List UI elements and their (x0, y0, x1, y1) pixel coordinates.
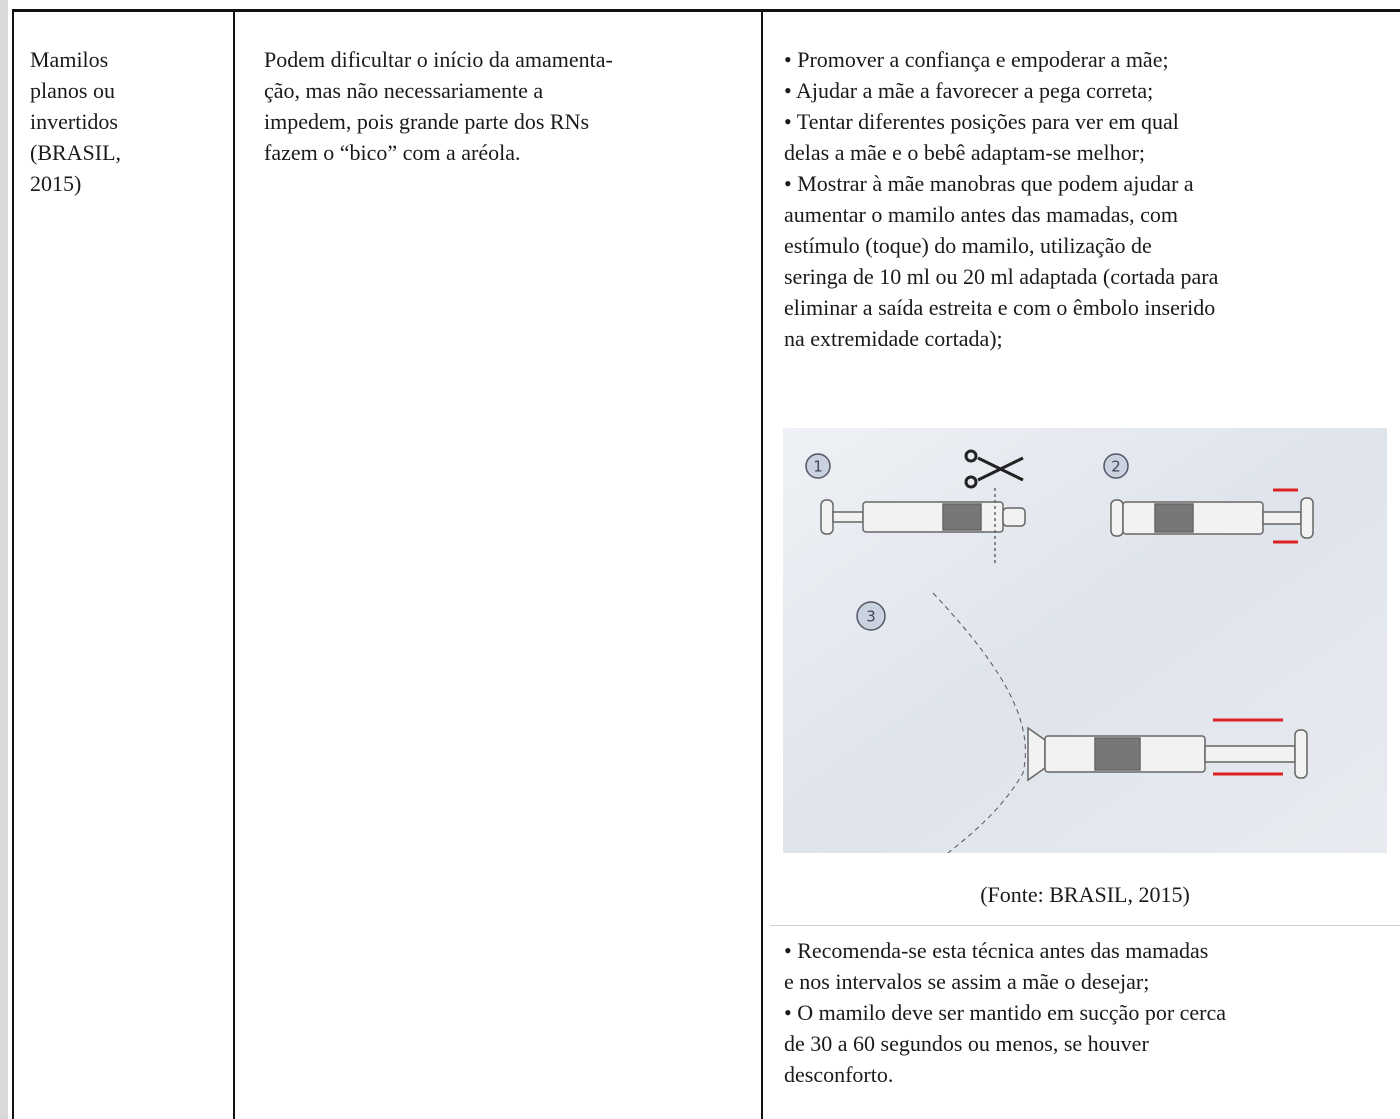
text-line: na extremidade cortada); (784, 326, 1003, 351)
text-line: invertidos (30, 109, 118, 134)
column-border (12, 9, 14, 1119)
step-label: 1 (813, 458, 823, 476)
column-border (233, 9, 235, 1119)
step-markers (805, 453, 1129, 631)
text-line: delas a mãe e o bebê adaptam-se melhor; (784, 140, 1146, 165)
text-line: impedem, pois grande parte dos RNs (264, 109, 590, 134)
text-line: • Promover a confiança e empoderar a mãe… (784, 47, 1169, 72)
arrows (1213, 718, 1283, 776)
text-line: aumentar o mamilo antes das mamadas, com (784, 202, 1179, 227)
separator (770, 925, 1400, 926)
side-strip (0, 0, 8, 1119)
figure-caption: (Fonte: BRASIL, 2015) (980, 882, 1190, 907)
text-line: Mamilos (30, 47, 109, 72)
text-line: seringa de 10 ml ou 20 ml adaptada (cort… (784, 264, 1219, 289)
column-border (761, 9, 763, 1119)
text-line: ção, mas não necessariamente a (264, 78, 544, 103)
text-line: estímulo (toque) do mamilo, utilização d… (784, 233, 1152, 258)
text-line: e nos intervalos se assim a mãe o deseja… (784, 969, 1150, 994)
breast-outline (932, 592, 1026, 853)
text-line: Podem dificultar o início da amamenta- (264, 47, 613, 72)
syringe (820, 488, 1026, 563)
step-label: 2 (1111, 458, 1121, 476)
text-line: • Tentar diferentes posições para ver em… (784, 109, 1179, 134)
text-line: fazem o “bico” com a aréola. (264, 140, 521, 165)
text-line: de 30 a 60 segundos ou menos, se houver (784, 1031, 1149, 1056)
scissors (964, 449, 1024, 489)
syringe (1110, 497, 1314, 539)
text-line: planos ou (30, 78, 115, 103)
table-top-border (12, 9, 1400, 12)
arrows (1273, 488, 1298, 544)
syringe-illustration: 1 2 3 (783, 428, 1387, 853)
text-line: desconforto. (784, 1062, 894, 1087)
text-line: • Recomenda-se esta técnica antes das ma… (784, 938, 1209, 963)
text-line: eliminar a saída estreita e com o êmbolo… (784, 295, 1216, 320)
text-line: 2015) (30, 171, 82, 196)
syringe (1027, 726, 1308, 782)
text-line: • Ajudar a mãe a favorecer a pega corret… (784, 78, 1154, 103)
text-line: (BRASIL, (30, 140, 122, 165)
text-line: • O mamilo deve ser mantido em sucção po… (784, 1000, 1227, 1025)
text-line: • Mostrar à mãe manobras que podem ajuda… (784, 171, 1194, 196)
step-label: 3 (866, 608, 876, 626)
